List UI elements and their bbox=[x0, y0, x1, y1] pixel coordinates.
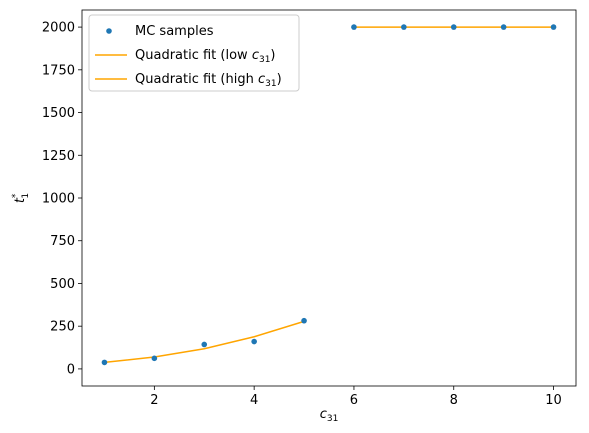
y-tick-label: 1750 bbox=[42, 63, 75, 78]
y-tick-label: 750 bbox=[50, 234, 75, 249]
axes-frame bbox=[81, 9, 577, 387]
y-tick-label: 1000 bbox=[42, 192, 75, 207]
scatter-point bbox=[301, 317, 307, 324]
scatter-point bbox=[401, 24, 407, 30]
legend-scatter-label: MC samples bbox=[135, 24, 214, 39]
scatter-point bbox=[101, 359, 108, 366]
legend-box bbox=[88, 14, 300, 92]
y-tick-label: 1500 bbox=[42, 106, 75, 121]
legend-scatter-marker bbox=[106, 28, 112, 34]
y-tick-label: 250 bbox=[50, 320, 75, 335]
y-tick-label: 1250 bbox=[42, 149, 75, 164]
y-tick-label: 2000 bbox=[42, 21, 75, 36]
low-fit-line bbox=[104, 320, 305, 364]
y-tick-label: 500 bbox=[50, 277, 75, 292]
y-axis-label: t*1 bbox=[11, 193, 31, 203]
scatter-point bbox=[500, 24, 507, 30]
x-tick-label: 8 bbox=[450, 393, 458, 408]
x-axis-label: c31 bbox=[320, 407, 339, 424]
legend: MC samples Quadratic fit (low c31) Quadr… bbox=[88, 14, 300, 92]
scatter-point bbox=[251, 338, 257, 345]
y-tick-label: 0 bbox=[67, 362, 75, 377]
y-axis-label-sup: * bbox=[11, 193, 21, 198]
y-axis-label-sub: 1 bbox=[21, 193, 31, 199]
scatter-point bbox=[351, 24, 357, 30]
legend-high-fit-label: Quadratic fit (high c31) bbox=[135, 72, 282, 89]
x-tick-label: 10 bbox=[545, 393, 562, 408]
x-axis-label-var: c bbox=[320, 407, 327, 422]
plot-area bbox=[101, 24, 557, 366]
scatter-point bbox=[550, 24, 557, 30]
scatter-point bbox=[151, 355, 158, 362]
x-tick-label: 6 bbox=[350, 393, 358, 408]
y-axis-ticks: 0 250 500 750 1000 1250 1500 1750 2000 bbox=[42, 21, 82, 377]
x-tick-label: 4 bbox=[250, 393, 258, 408]
scatter-point bbox=[201, 341, 208, 348]
x-tick-label: 2 bbox=[150, 393, 158, 408]
scatter-point bbox=[450, 24, 457, 30]
x-axis-label-sub: 31 bbox=[327, 414, 338, 424]
legend-low-fit-label: Quadratic fit (low c31) bbox=[135, 48, 276, 65]
y-axis-label-var: t bbox=[13, 197, 28, 203]
x-axis-ticks: 2 4 6 8 10 bbox=[150, 386, 562, 408]
